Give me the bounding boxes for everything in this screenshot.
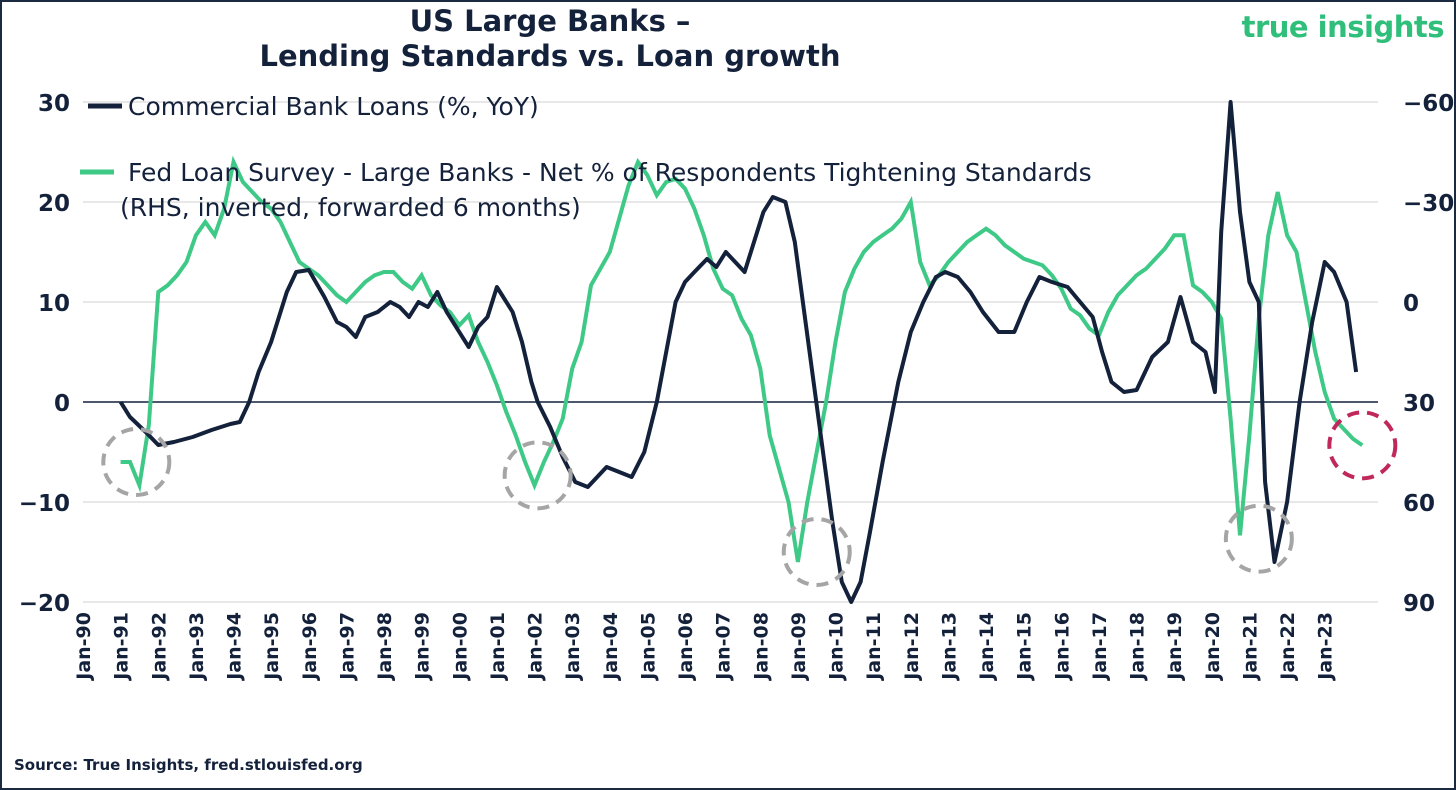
x-tick-label: Jan-12 <box>901 612 923 682</box>
x-tick-label: Jan-93 <box>186 612 208 682</box>
x-tick-label: Jan-08 <box>750 612 772 682</box>
title-line-1: US Large Banks – <box>409 4 691 38</box>
y-left-tick-label: 0 <box>54 391 70 417</box>
x-tick-label: Jan-92 <box>148 612 170 682</box>
title-line-2: Lending Standards vs. Loan growth <box>259 39 841 73</box>
x-tick-label: Jan-02 <box>525 612 547 682</box>
series-commercial-bank-loans <box>118 100 1359 604</box>
y-left-tick-label: 10 <box>38 291 70 317</box>
x-tick-label: Jan-22 <box>1277 612 1299 682</box>
x-tick-label: Jan-18 <box>1127 612 1149 682</box>
x-tick-label: Jan-10 <box>826 612 848 682</box>
series-lines <box>118 100 1364 604</box>
x-tick-label: Jan-14 <box>976 612 998 682</box>
brand-logo: true insights <box>1241 10 1445 44</box>
logo-part-insights: insights <box>1317 10 1445 44</box>
y-right-tick-label: 60 <box>1403 491 1435 517</box>
y-right-tick-label: −60 <box>1403 91 1454 117</box>
highlight-circle <box>502 440 573 511</box>
gridlines <box>83 101 1378 603</box>
x-tick-label: Jan-15 <box>1014 612 1036 682</box>
x-tick-label: Jan-96 <box>299 612 321 682</box>
highlight-circle <box>1223 503 1294 574</box>
highlight-circle <box>781 517 852 587</box>
x-tick-label: Jan-16 <box>1051 612 1073 682</box>
y-right-tick-label: 30 <box>1403 391 1435 417</box>
logo-part-true: true <box>1241 10 1309 44</box>
y-left-tick-label: −10 <box>19 491 70 517</box>
x-tick-label: Jan-17 <box>1089 612 1111 682</box>
y-right-tick-label: −30 <box>1403 191 1454 217</box>
y-right-tick-label: 90 <box>1403 591 1435 617</box>
x-tick-label: Jan-21 <box>1239 612 1261 682</box>
source-note: Source: True Insights, fred.stlouisfed.o… <box>14 756 363 774</box>
y-left-tick-label: 20 <box>38 191 70 217</box>
x-tick-label: Jan-09 <box>788 612 810 682</box>
x-tick-label: Jan-90 <box>73 612 95 682</box>
highlight-circle <box>101 427 172 497</box>
highlight-circle-current <box>1327 410 1398 481</box>
x-tick-label: Jan-99 <box>412 612 434 682</box>
y-left-tick-label: 30 <box>38 91 70 117</box>
series-fed-loan-survey <box>120 155 1364 563</box>
y-right-tick-label: 0 <box>1403 291 1419 317</box>
x-tick-label: Jan-03 <box>562 612 584 682</box>
x-tick-label: Jan-13 <box>938 612 960 682</box>
x-axis: Jan-90 Jan-91 Jan-92 Jan-93 Jan-94 Jan-95 Jan-… <box>73 612 1337 682</box>
y-axis-left: 30 20 10 0 −10 −20 <box>19 91 70 617</box>
x-tick-label: Jan-06 <box>675 612 697 682</box>
legend-label-loans: Commercial Bank Loans (%, YoY) <box>128 92 539 121</box>
y-left-tick-label: −20 <box>19 591 70 617</box>
legend: Commercial Bank Loans (%, YoY) Fed Loan … <box>80 92 1092 222</box>
x-tick-label: Jan-98 <box>374 612 396 682</box>
x-tick-label: Jan-05 <box>637 612 659 682</box>
x-tick-label: Jan-04 <box>600 612 622 682</box>
x-tick-label: Jan-11 <box>863 612 885 682</box>
x-tick-label: Jan-94 <box>224 612 246 682</box>
annotations <box>101 410 1398 587</box>
x-tick-label: Jan-07 <box>713 612 735 682</box>
x-tick-label: Jan-23 <box>1315 612 1337 682</box>
chart-title: US Large Banks – Lending Standards vs. L… <box>0 4 1100 74</box>
y-axis-right: −60 −30 0 30 60 90 <box>1403 91 1454 617</box>
x-tick-label: Jan-01 <box>487 612 509 682</box>
x-tick-label: Jan-00 <box>449 612 471 682</box>
legend-label-survey-line-2: (RHS, inverted, forwarded 6 months) <box>120 193 581 222</box>
x-tick-label: Jan-19 <box>1164 612 1186 682</box>
x-tick-label: Jan-95 <box>261 612 283 682</box>
legend-label-survey-line-1: Fed Loan Survey - Large Banks - Net % of… <box>128 158 1092 187</box>
x-tick-label: Jan-97 <box>336 612 358 682</box>
x-tick-label: Jan-20 <box>1202 612 1224 682</box>
x-tick-label: Jan-91 <box>111 612 133 682</box>
